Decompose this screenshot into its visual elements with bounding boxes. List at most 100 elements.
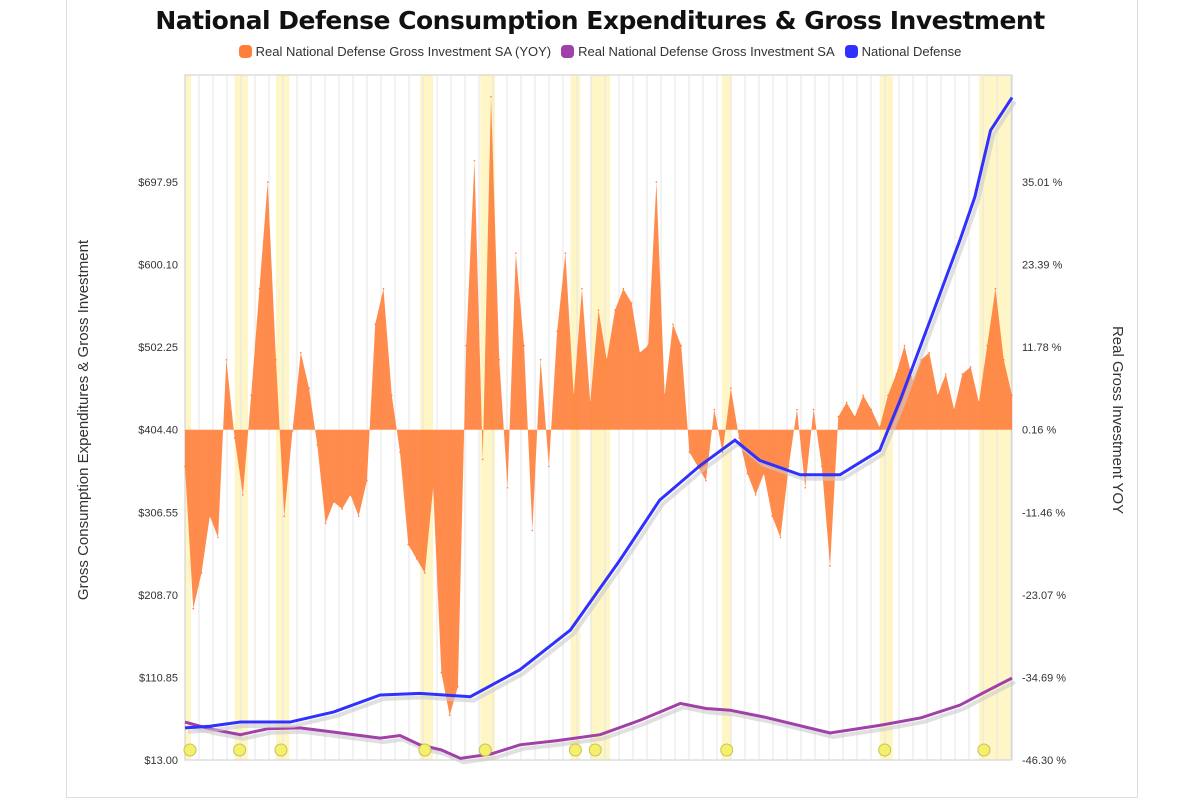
legend-item-yoy[interactable]: Real National Defense Gross Investment S…	[238, 44, 552, 59]
yoy-point	[779, 536, 782, 539]
yoy-point	[895, 373, 898, 375]
yoy-point	[523, 344, 525, 347]
yoy-point	[556, 330, 558, 333]
y2-tick-label: 11.78 %	[1022, 342, 1062, 354]
yoy-point	[515, 252, 517, 254]
yoy-point	[357, 515, 360, 517]
yoy-point	[837, 415, 840, 418]
yoy-point	[333, 501, 335, 503]
yoy-point	[969, 366, 972, 368]
yoy-point	[928, 351, 931, 354]
y2-tick-label: -11.46 %	[1022, 507, 1065, 519]
yoy-point	[490, 95, 492, 98]
recession-band	[185, 75, 191, 760]
yoy-point	[870, 408, 873, 411]
yoy-point	[754, 494, 757, 496]
yoy-point	[440, 671, 443, 674]
yoy-point	[829, 565, 831, 567]
recession-band	[419, 75, 434, 760]
y-tick-label: $404.40	[138, 425, 178, 437]
legend-label: Real National Defense Gross Investment S…	[255, 44, 552, 59]
yoy-point	[903, 344, 906, 347]
yoy-point	[672, 323, 674, 326]
yoy-point	[581, 287, 583, 290]
y2-tick-label: -34.69 %	[1022, 672, 1066, 684]
yoy-point	[978, 401, 980, 404]
line-shadow	[187, 100, 1017, 734]
yoy-point	[407, 543, 410, 546]
yoy-point	[473, 159, 476, 162]
y-tick-label: $697.95	[138, 177, 178, 189]
legend-item-investment[interactable]: Real National Defense Gross Investment S…	[561, 44, 835, 59]
yoy-point	[663, 394, 666, 397]
yoy-point	[953, 408, 955, 411]
yoy-point	[465, 344, 467, 347]
yoy-point	[539, 358, 542, 361]
yoy-area	[185, 96, 1012, 716]
yoy-point	[291, 430, 294, 432]
yoy-point	[812, 408, 815, 411]
yoy-point	[481, 458, 484, 461]
yoy-point	[184, 465, 186, 468]
yoy-point	[878, 426, 881, 429]
y-tick-label: $306.55	[138, 507, 178, 519]
yoy-point	[506, 486, 509, 489]
yoy-point	[961, 373, 964, 375]
yoy-point	[250, 394, 252, 397]
y2-tick-label: -46.30 %	[1022, 755, 1066, 767]
yoy-point	[589, 401, 592, 404]
yoy-point	[548, 465, 550, 468]
yoy-point	[225, 358, 228, 361]
yoy-point	[622, 287, 625, 290]
yoy-point	[424, 572, 426, 574]
yoy-point	[209, 515, 211, 517]
national-defense-line	[184, 96, 1014, 730]
yoy-point	[738, 437, 740, 439]
y-tick-label: $13.00	[144, 755, 178, 767]
legend-item-national-defense[interactable]: National Defense	[844, 44, 961, 59]
recession-band	[721, 75, 732, 760]
yoy-point	[266, 181, 269, 183]
chart-frame	[66, 0, 1138, 798]
chart-title: National Defense Consumption Expenditure…	[155, 6, 1045, 35]
yoy-point	[887, 394, 889, 397]
event-marker-icon	[588, 743, 602, 757]
yoy-point	[655, 181, 658, 183]
yoy-point	[258, 287, 261, 290]
yoy-point	[845, 401, 848, 404]
yoy-point	[382, 287, 385, 290]
y-tick-label: $110.85	[139, 672, 178, 684]
yoy-point	[531, 529, 534, 532]
event-marker-icon	[418, 743, 432, 757]
yoy-point	[217, 536, 219, 539]
yoy-point	[242, 494, 244, 496]
legend-label: Real National Defense Gross Investment S…	[578, 44, 835, 59]
yoy-point	[564, 252, 567, 254]
event-marker-icon	[183, 743, 197, 757]
yoy-point	[1002, 358, 1005, 361]
yoy-point	[688, 451, 691, 453]
y-tick-label: $502.25	[138, 342, 178, 354]
y2-tick-label: 35.01 %	[1022, 177, 1063, 189]
yoy-point	[349, 494, 352, 496]
event-marker-icon	[568, 743, 582, 757]
yoy-point	[324, 522, 327, 525]
yoy-point	[763, 472, 765, 475]
y2-tick-label: 23.39 %	[1022, 260, 1063, 272]
yoy-point	[192, 607, 195, 610]
yoy-point	[200, 572, 203, 574]
yoy-point	[862, 394, 864, 397]
yoy-point	[647, 344, 649, 347]
yoy-point	[705, 479, 707, 482]
y-axis-label: Gross Consumption Expenditures & Gross I…	[75, 239, 92, 600]
yoy-point	[390, 394, 393, 397]
y2-tick-label: 0.16 %	[1022, 425, 1056, 437]
yoy-point	[316, 444, 319, 446]
yoy-point	[994, 287, 997, 290]
yoy-point	[787, 465, 790, 468]
yoy-point	[746, 472, 749, 475]
yoy-point	[820, 465, 823, 468]
event-marker-icon	[233, 743, 247, 757]
yoy-point	[275, 358, 277, 361]
